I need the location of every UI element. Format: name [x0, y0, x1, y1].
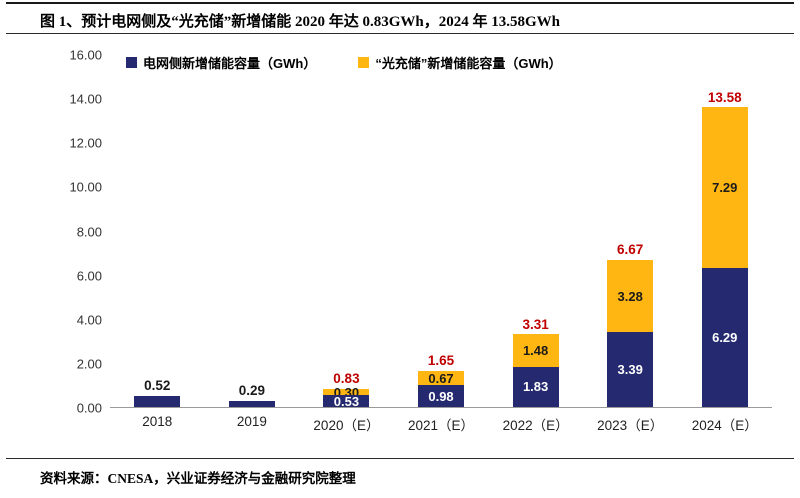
- segment-value-label: 1.48: [522, 342, 549, 358]
- bar-column: 6.67 3.28 3.39: [583, 243, 678, 407]
- grid-side-segment: 0.98: [418, 385, 465, 407]
- grid-side-segment: 6.29: [701, 268, 748, 407]
- total-value-label: 3.31: [522, 316, 549, 332]
- legend-swatch-pv-storage-icon: [358, 57, 370, 68]
- legend-label-grid-side: 电网侧新增储能容量（GWh）: [143, 56, 317, 71]
- segment-value-label: 0.67: [428, 370, 454, 386]
- y-axis-tick-label: 14.00: [69, 91, 102, 107]
- x-axis-label: 2019: [236, 414, 267, 429]
- grid-side-segment: 1.83: [512, 366, 559, 407]
- grid-side-segment: [228, 400, 275, 407]
- x-axis-label: 2024（E）: [691, 418, 758, 433]
- x-axis-label: 2023（E）: [597, 418, 664, 433]
- bar-column: 0.52: [110, 379, 205, 407]
- segment-value-label: 0.53: [333, 393, 360, 409]
- total-value-label: 0.52: [144, 378, 171, 394]
- bars-container: 0.52 0.29 0.83 0.30 0.53 1.65 0.67 0.98 3.31 1.48…: [110, 55, 772, 408]
- stacked-bar: 1.48 1.83: [512, 334, 559, 407]
- stacked-bar: [228, 400, 275, 407]
- total-value-label: 1.65: [427, 353, 455, 369]
- segment-value-label: 3.28: [617, 288, 643, 304]
- segment-value-label: 0.98: [428, 388, 454, 404]
- legend-swatch-grid-side-icon: [126, 57, 137, 68]
- legend-item-grid-side: 电网侧新增储能容量（GWh）: [126, 53, 316, 72]
- total-value-label: 0.29: [238, 383, 265, 399]
- y-axis-tick-label: 6.00: [76, 268, 102, 284]
- segment-value-label: 1.83: [522, 379, 549, 395]
- bar-column: 1.65 0.67 0.98: [394, 354, 489, 407]
- source-note: 资料来源：CNESA，兴业证券经济与金融研究院整理: [40, 471, 356, 486]
- grid-side-segment: [134, 395, 181, 407]
- bottom-divider: [6, 458, 794, 459]
- y-axis-tick-label: 16.00: [69, 47, 102, 63]
- segment-value-label: 3.39: [617, 362, 643, 378]
- stacked-bar: [134, 395, 181, 407]
- total-value-label: 6.67: [617, 242, 644, 258]
- pv-storage-segment: 0.30: [323, 384, 370, 400]
- legend-label-pv-storage: “光充储”新增储能容量（GWh）: [375, 56, 562, 71]
- grid-side-segment: 0.53: [323, 393, 370, 409]
- segment-value-label: 6.29: [712, 330, 738, 346]
- x-axis-label: 2018: [142, 414, 173, 429]
- pv-storage-segment: 3.28: [607, 259, 654, 333]
- pv-storage-segment: 1.48: [512, 334, 559, 367]
- stacked-bar: 7.29 6.29: [701, 107, 748, 407]
- legend-item-pv-storage: “光充储”新增储能容量（GWh）: [358, 53, 562, 72]
- stacked-bar: 0.67 0.98: [418, 370, 465, 407]
- bar-column: 0.29: [205, 384, 300, 407]
- plot-area: 0.52 0.29 0.83 0.30 0.53 1.65 0.67 0.98 3.31 1.48…: [110, 55, 772, 408]
- y-axis: 0.00 2.00 4.00 6.00 8.00 10.00 12.00 14.00 16.00: [40, 49, 102, 415]
- chart-legend: 电网侧新增储能容量（GWh） “光充储”新增储能容量（GWh）: [126, 53, 562, 72]
- x-axis-label: 2020（E）: [313, 418, 380, 433]
- y-axis-tick-label: 4.00: [76, 312, 102, 328]
- bar-column: 13.58 7.29 6.29: [677, 91, 772, 407]
- title-divider: [6, 33, 794, 34]
- y-axis-tick-label: 2.00: [76, 356, 102, 372]
- bar-column: 3.31 1.48 1.83: [488, 316, 583, 407]
- top-divider: [6, 2, 794, 4]
- y-axis-tick-label: 12.00: [69, 135, 102, 151]
- pv-storage-segment: 0.67: [418, 370, 465, 386]
- y-axis-tick-label: 0.00: [76, 400, 102, 416]
- pv-storage-segment: 7.29: [701, 107, 748, 269]
- bar-column: 0.83 0.30 0.53: [299, 372, 394, 407]
- total-value-label: 13.58: [707, 89, 742, 105]
- grid-side-segment: 3.39: [607, 332, 654, 407]
- stacked-bar: 0.30 0.53: [323, 384, 370, 409]
- segment-value-label: 0.30: [333, 384, 360, 400]
- y-axis-tick-label: 10.00: [69, 179, 102, 195]
- figure-title: 图 1、预计电网侧及“光充储”新增储能 2020 年达 0.83GWh，2024…: [40, 14, 561, 30]
- stacked-bar: 3.28 3.39: [607, 259, 654, 407]
- total-value-label: 0.83: [333, 371, 360, 387]
- x-axis-label: 2022（E）: [502, 418, 569, 433]
- y-axis-tick-label: 8.00: [76, 224, 102, 239]
- x-axis-label: 2021（E）: [408, 418, 475, 433]
- segment-value-label: 7.29: [712, 180, 738, 196]
- x-axis: 2018 2019 2020（E） 2021（E） 2022（E） 2023（E） 2024…: [110, 414, 772, 434]
